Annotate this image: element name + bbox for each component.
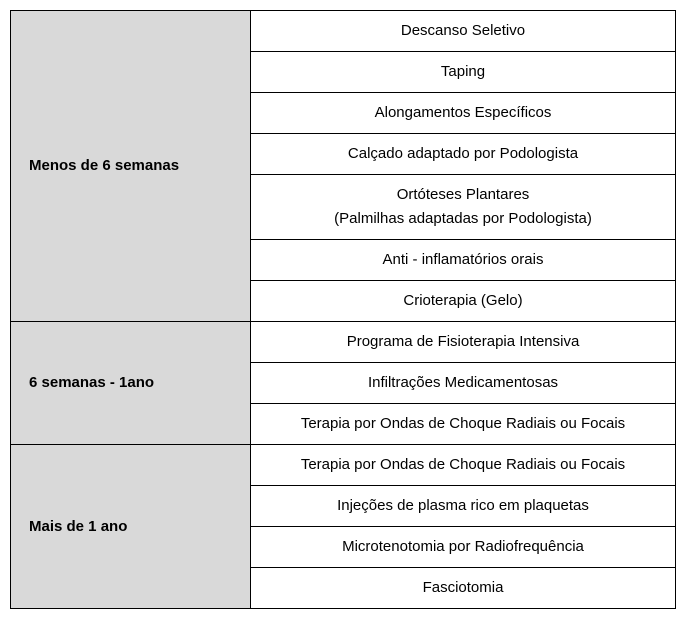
group-label: Menos de 6 semanas — [11, 11, 251, 322]
treatment-cell: Fasciotomia — [251, 568, 676, 609]
treatment-cell: Anti - inflamatórios orais — [251, 240, 676, 281]
treatment-cell: Descanso Seletivo — [251, 11, 676, 52]
table-row: Menos de 6 semanas Descanso Seletivo — [11, 11, 676, 52]
treatment-cell: Calçado adaptado por Podologista — [251, 134, 676, 175]
treatment-cell: Injeções de plasma rico em plaquetas — [251, 486, 676, 527]
treatment-cell: Programa de Fisioterapia Intensiva — [251, 322, 676, 363]
treatment-table: Menos de 6 semanas Descanso Seletivo Tap… — [10, 10, 676, 609]
treatment-cell: Taping — [251, 52, 676, 93]
group-label: Mais de 1 ano — [11, 445, 251, 609]
treatment-cell: Terapia por Ondas de Choque Radiais ou F… — [251, 445, 676, 486]
treatment-cell: Microtenotomia por Radiofrequência — [251, 527, 676, 568]
table-body: Menos de 6 semanas Descanso Seletivo Tap… — [11, 11, 676, 609]
treatment-cell: Ortóteses Plantares(Palmilhas adaptadas … — [251, 175, 676, 240]
table-row: 6 semanas - 1ano Programa de Fisioterapi… — [11, 322, 676, 363]
table-row: Mais de 1 ano Terapia por Ondas de Choqu… — [11, 445, 676, 486]
treatment-cell: Alongamentos Específicos — [251, 93, 676, 134]
treatment-cell: Crioterapia (Gelo) — [251, 281, 676, 322]
treatment-cell: Terapia por Ondas de Choque Radiais ou F… — [251, 404, 676, 445]
treatment-cell: Infiltrações Medicamentosas — [251, 363, 676, 404]
group-label: 6 semanas - 1ano — [11, 322, 251, 445]
